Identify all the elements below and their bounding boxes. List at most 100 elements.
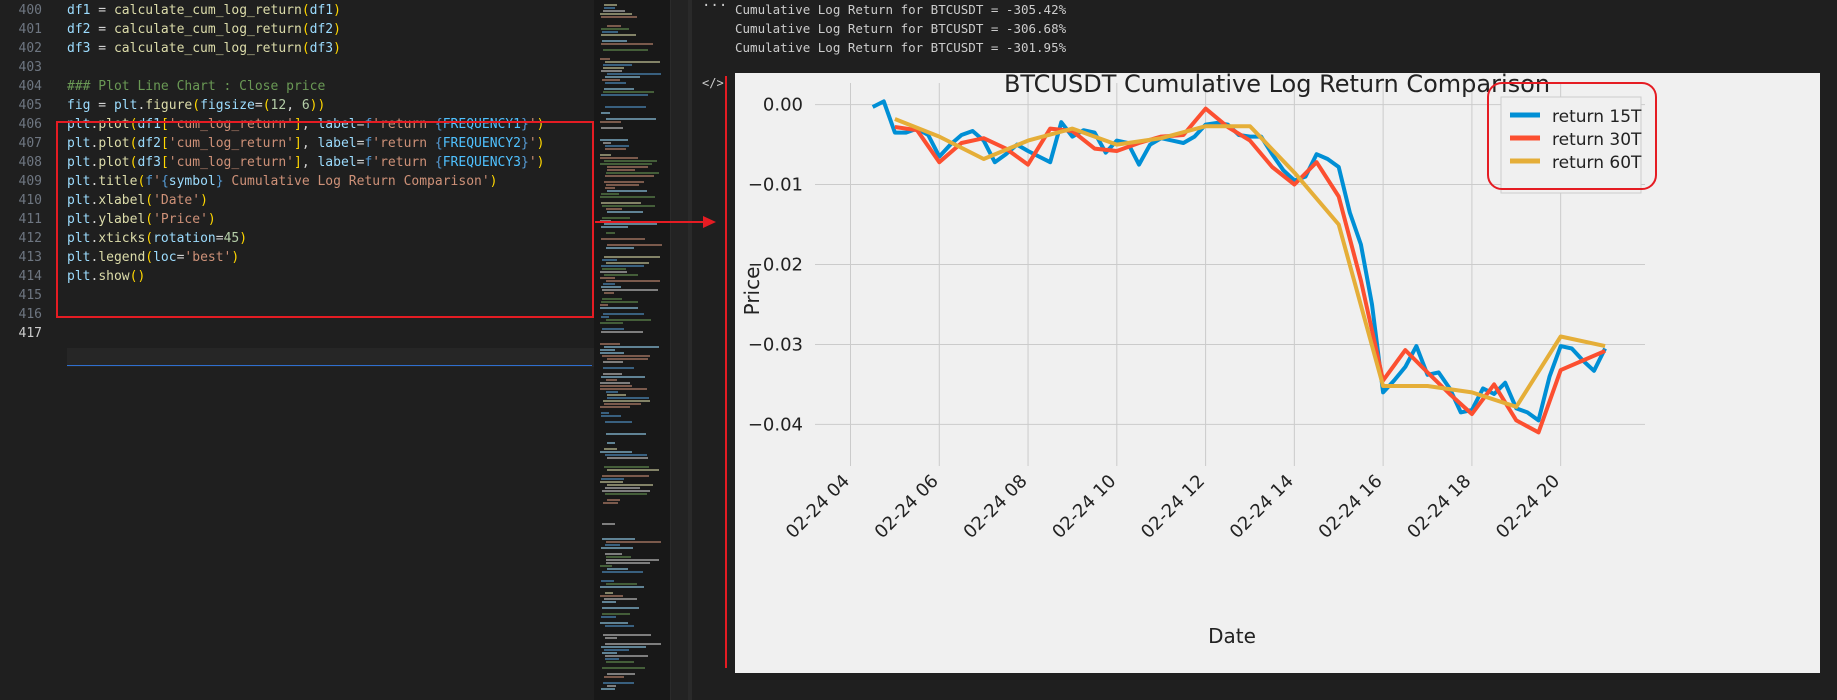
y-tick-label: −0.03 xyxy=(748,334,803,355)
legend-highlight-box xyxy=(1487,82,1657,190)
minimap-line xyxy=(606,562,650,564)
minimap-line xyxy=(602,523,615,525)
minimap-line xyxy=(605,187,615,189)
line-number: 404 xyxy=(18,79,42,94)
minimap-line xyxy=(602,613,630,615)
minimap-line xyxy=(601,112,610,114)
minimap-line xyxy=(602,607,639,609)
minimap-line xyxy=(603,283,615,285)
y-tick-labels: 0.00 −0.01 −0.02 −0.03 −0.04 xyxy=(748,95,803,436)
code-text[interactable]: plt.legend(loc='best') xyxy=(67,250,240,265)
minimap-line xyxy=(602,475,649,477)
code-text[interactable]: plt.plot(df1['cum_log_return'], label=f'… xyxy=(67,117,545,132)
line-number: 413 xyxy=(18,250,42,265)
y-tick-label: −0.02 xyxy=(748,255,803,276)
line-number: 400 xyxy=(18,3,42,18)
output-renderer-icon[interactable]: </> xyxy=(702,76,724,90)
code-text[interactable]: ### Plot Line Chart : Close price xyxy=(67,79,326,94)
minimap-line xyxy=(607,568,628,570)
code-text[interactable]: df3 = calculate_cum_log_return(df3) xyxy=(67,41,341,56)
minimap-line xyxy=(600,343,620,345)
code-text[interactable]: plt.plot(df3['cum_log_return'], label=f'… xyxy=(67,155,545,170)
minimap-line xyxy=(601,376,645,378)
minimap-line xyxy=(601,16,637,18)
output-more-icon[interactable]: ··· xyxy=(702,0,728,14)
legend-label-60t: return 60T xyxy=(1552,153,1642,173)
line-number: 416 xyxy=(18,307,42,322)
minimap-line xyxy=(600,139,628,141)
y-axis-label: Price xyxy=(740,267,764,316)
minimap-line xyxy=(600,451,632,453)
code-text[interactable]: plt.title(f'{symbol} Cumulative Log Retu… xyxy=(67,174,498,189)
minimap-line xyxy=(601,301,638,303)
code-text[interactable]: plt.xlabel('Date') xyxy=(67,193,208,208)
minimap-line xyxy=(605,148,626,150)
minimap-line xyxy=(601,43,653,45)
text-cursor-line xyxy=(67,365,592,366)
y-tick-label: −0.04 xyxy=(748,414,803,435)
minimap-line xyxy=(607,685,616,687)
y-tick-label: −0.01 xyxy=(748,175,803,196)
minimap-line xyxy=(606,232,615,234)
code-text[interactable]: plt.plot(df2['cum_log_return'], label=f'… xyxy=(67,136,545,151)
minimap-line xyxy=(603,682,634,684)
minimap-line xyxy=(605,655,648,657)
minimap-line xyxy=(603,10,625,12)
line-number: 414 xyxy=(18,269,42,284)
y-tick-label: 0.00 xyxy=(763,95,803,116)
minimap-line xyxy=(601,265,644,267)
minimap-line xyxy=(605,106,646,108)
minimap-line xyxy=(600,277,615,279)
minimap-line xyxy=(601,415,621,417)
code-text[interactable]: plt.ylabel('Price') xyxy=(67,212,216,227)
minimap-line xyxy=(600,163,652,165)
minimap-line xyxy=(602,652,617,654)
annotation-arrow xyxy=(595,216,716,228)
minimap-line xyxy=(606,556,631,558)
minimap-line xyxy=(605,175,654,177)
minimap-line xyxy=(606,208,622,210)
minimap-line xyxy=(601,226,628,228)
minimap-line xyxy=(605,421,632,423)
minimap-line xyxy=(605,82,626,84)
series-line-3 xyxy=(894,117,1606,409)
minimap-line xyxy=(606,433,646,435)
minimap-line xyxy=(600,58,610,60)
editor-scrollbar[interactable] xyxy=(688,0,692,700)
code-text[interactable]: plt.xticks(rotation=45) xyxy=(67,231,248,246)
minimap-line xyxy=(604,4,617,6)
minimap-line xyxy=(600,382,630,384)
minimap-line xyxy=(604,466,649,468)
minimap-line xyxy=(605,643,661,645)
minimap-line xyxy=(607,211,643,213)
output-line-1: Cumulative Log Return for BTCUSDT = -305… xyxy=(735,2,1067,17)
minimap-line xyxy=(605,592,613,594)
minimap-line xyxy=(607,358,648,360)
code-text[interactable]: plt.show() xyxy=(67,269,146,284)
minimap-line xyxy=(604,7,615,9)
line-number: 401 xyxy=(18,22,42,37)
minimap-line xyxy=(606,583,637,585)
minimap-line xyxy=(605,145,629,147)
minimap-line xyxy=(601,28,629,30)
code-highlight-box xyxy=(56,121,594,318)
minimap-line xyxy=(605,487,640,489)
minimap-line xyxy=(607,25,621,27)
minimap[interactable] xyxy=(594,0,670,700)
minimap-line xyxy=(607,73,661,75)
code-text[interactable]: df2 = calculate_cum_log_return(df2) xyxy=(67,22,341,37)
series-line-2 xyxy=(894,106,1606,435)
minimap-line xyxy=(603,64,632,66)
code-text[interactable]: df1 = calculate_cum_log_return(df1) xyxy=(67,3,341,18)
code-editor[interactable]: 399400df1 = calculate_cum_log_return(df1… xyxy=(0,0,594,700)
minimap-line xyxy=(607,166,648,168)
code-text[interactable]: fig = plt.figure(figsize=(12, 6)) xyxy=(67,98,326,113)
minimap-line xyxy=(607,190,647,192)
minimap-line xyxy=(603,91,654,93)
line-number: 415 xyxy=(18,288,42,303)
minimap-line xyxy=(606,184,639,186)
minimap-line xyxy=(602,355,650,357)
line-chart: 0.00−0.01−0.02−0.03−0.04 02-24 04 02-24 0… xyxy=(735,73,1820,673)
minimap-slider[interactable] xyxy=(670,0,689,700)
minimap-line xyxy=(600,586,644,588)
